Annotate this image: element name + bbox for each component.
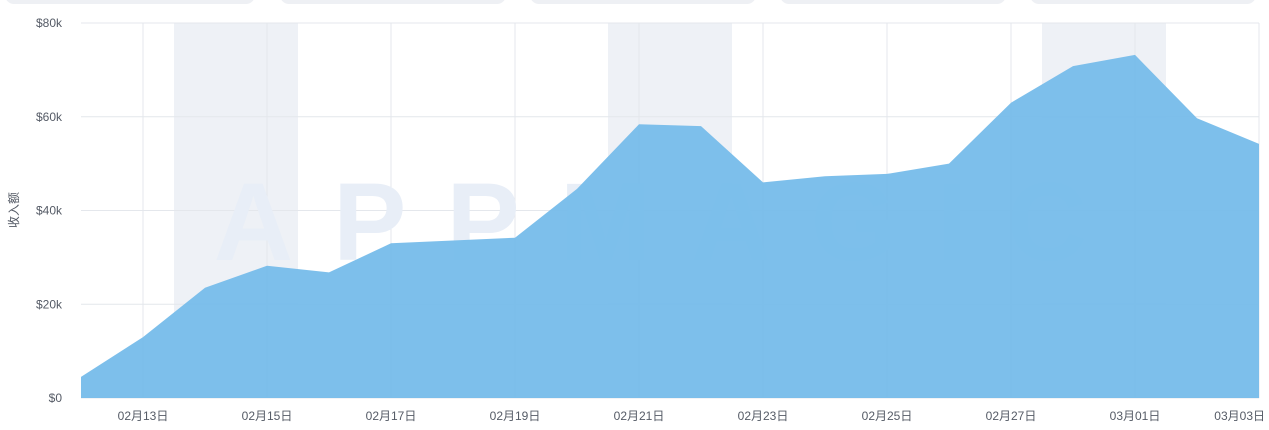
x-tick-label: 03月01日 (1110, 409, 1161, 423)
x-tick-label: 02月17日 (366, 409, 417, 423)
filter-tab-strip (0, 0, 1269, 6)
filter-tab-5[interactable] (1030, 0, 1256, 4)
y-tick-label: $80k (36, 16, 63, 30)
x-tick-label: 02月27日 (986, 409, 1037, 423)
x-tick-label: 03月03日 (1214, 409, 1265, 423)
y-tick-label: $0 (49, 391, 63, 405)
x-tick-label: 02月15日 (242, 409, 293, 423)
y-axis-ticks: $0 $20k $40k $60k $80k (36, 16, 63, 405)
y-tick-label: $60k (36, 110, 63, 124)
x-tick-label: 02月13日 (118, 409, 169, 423)
y-axis-label: 收入额 (7, 192, 21, 228)
filter-tab-1[interactable] (5, 0, 255, 4)
y-tick-label: $20k (36, 297, 63, 311)
y-tick-label: $40k (36, 204, 63, 218)
x-axis-ticks: 02月13日 02月15日 02月17日 02月19日 02月21日 02月23日 02月2… (118, 409, 1265, 423)
filter-tab-2[interactable] (280, 0, 506, 4)
x-tick-label: 02月23日 (738, 409, 789, 423)
x-tick-label: 02月19日 (490, 409, 541, 423)
x-tick-label: 02月21日 (614, 409, 665, 423)
filter-tab-4[interactable] (780, 0, 1006, 4)
revenue-area (81, 54, 1259, 399)
x-tick-label: 02月25日 (862, 409, 913, 423)
filter-tab-3[interactable] (530, 0, 756, 4)
